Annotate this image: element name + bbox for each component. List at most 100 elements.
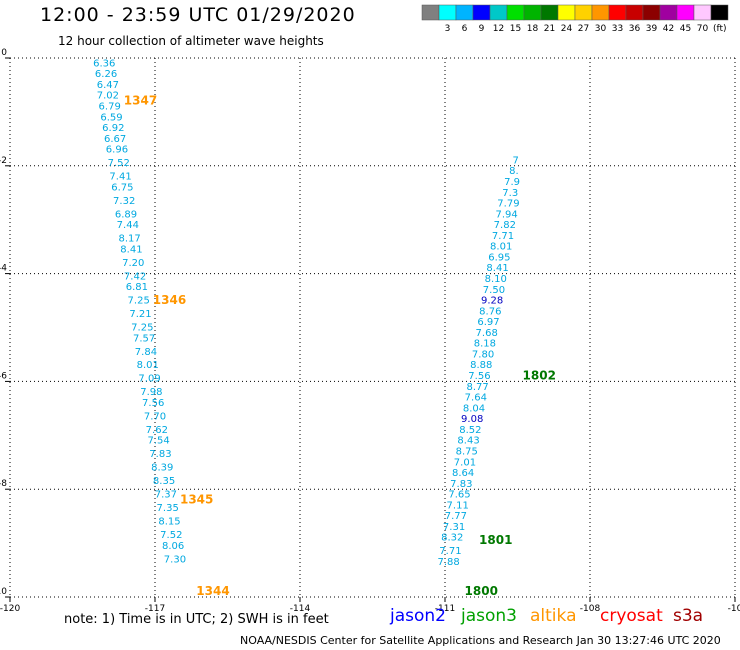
satellite-legend-cryosat: cryosat	[600, 606, 663, 626]
wave-height-point: 6.59	[100, 112, 122, 123]
colorbar-swatch	[540, 4, 559, 21]
wave-height-point: 7.54	[147, 436, 169, 447]
colorbar-swatch	[693, 4, 712, 21]
wave-height-point: 7.52	[160, 530, 182, 541]
wave-height-point: 7.25	[131, 323, 153, 334]
wave-height-point: 7.3	[502, 188, 518, 199]
colorbar-tick-label: 18	[527, 24, 539, 34]
wave-height-point: 7.35	[157, 503, 179, 514]
colorbar-swatch	[659, 4, 678, 21]
wave-height-point: 8.39	[151, 463, 173, 474]
chart-subtitle: 12 hour collection of altimeter wave hei…	[58, 34, 324, 48]
colorbar-swatch	[489, 4, 508, 21]
time-label: 1801	[479, 533, 512, 547]
wave-height-point: 8.01	[490, 242, 512, 253]
wave-height-point: 7.80	[472, 349, 494, 360]
wave-height-point: 8.10	[485, 274, 507, 285]
wave-height-point: 8.77	[466, 382, 488, 393]
wave-height-point: 8.41	[486, 263, 508, 274]
colorbar-swatch	[421, 4, 440, 21]
wave-height-point: 8.88	[470, 360, 492, 371]
y-tick-label: 0	[1, 48, 7, 58]
satellite-legend-jason2: jason2	[390, 606, 446, 626]
wave-height-point: 7.20	[122, 258, 144, 269]
colorbar-unit-label: (ft)	[713, 24, 727, 34]
wave-height-point: 7.32	[113, 196, 135, 207]
wave-height-point: 7.71	[439, 546, 461, 557]
time-label: 1802	[523, 369, 556, 383]
wave-height-point: 7.64	[465, 393, 487, 404]
colorbar-swatch	[523, 4, 542, 21]
satellite-legend-s3a: s3a	[673, 606, 704, 626]
wave-height-point: 6.89	[115, 209, 137, 220]
wave-height-point: 7.44	[117, 220, 139, 231]
y-tick-label: -2	[0, 156, 7, 166]
wave-height-point: 8.04	[463, 403, 485, 414]
wave-height-point: 8.32	[441, 533, 463, 544]
time-label: 1800	[465, 584, 498, 598]
time-label: 1344	[196, 584, 229, 598]
wave-height-point: 7.42	[124, 271, 146, 282]
colorbar-swatch	[574, 4, 593, 21]
colorbar-swatch	[455, 4, 474, 21]
wave-height-point: 7.01	[454, 457, 476, 468]
wave-height-point: 8.18	[474, 339, 496, 350]
colorbar-tick-label: 30	[595, 24, 607, 34]
wave-height-point: 9.28	[481, 296, 503, 307]
wave-height-point: 8.75	[456, 446, 478, 457]
time-label: 1346	[153, 293, 186, 307]
wave-height-point: 8.52	[459, 425, 481, 436]
wave-height-point: 6.97	[477, 317, 499, 328]
wave-height-point: 7.11	[447, 500, 469, 511]
y-tick-label: -6	[0, 371, 7, 381]
wave-height-point: 7.56	[468, 371, 490, 382]
time-label: 1345	[180, 492, 213, 506]
wave-height-point: 7.68	[476, 328, 498, 339]
colorbar-tick-label: 12	[493, 24, 504, 34]
wave-height-point: 7.02	[97, 91, 119, 102]
wave-height-point: 6.92	[102, 123, 124, 134]
colorbar-swatch	[625, 4, 644, 21]
colorbar-tick-label: 3	[445, 24, 451, 34]
wave-height-point: 8.64	[452, 468, 474, 479]
wave-height-point: 7.82	[494, 220, 516, 231]
wave-height-point: 7.71	[492, 231, 514, 242]
colorbar-tick-label: 70	[697, 24, 709, 34]
wave-height-point: 7.79	[497, 199, 519, 210]
satellite-legend-altika: altika	[530, 606, 577, 626]
wave-height-point: 7.88	[437, 557, 459, 568]
colorbar-tick-label: 6	[462, 24, 468, 34]
wave-height-point: 8.	[509, 166, 519, 177]
colorbar-swatch	[506, 4, 525, 21]
wave-height-point: 6.47	[97, 80, 119, 91]
colorbar-tick-label: 24	[561, 24, 573, 34]
wave-height-point: 8.06	[162, 541, 184, 552]
wave-height-point: 7.83	[450, 479, 472, 490]
colorbar-swatch	[676, 4, 695, 21]
wave-height-point: 7.57	[133, 333, 155, 344]
wave-height-point: 6.81	[126, 282, 148, 293]
wave-height-point: 7.21	[129, 309, 151, 320]
x-tick-label: -111	[435, 604, 455, 614]
x-tick-label: -114	[290, 604, 311, 614]
colorbar-swatch	[642, 4, 661, 21]
wave-height-point: 6.79	[99, 102, 121, 113]
wave-height-point: 8.17	[118, 234, 140, 245]
wave-height-point: 7.98	[140, 387, 162, 398]
wave-height-point: 6.75	[111, 182, 133, 193]
wave-height-point: 7.25	[128, 296, 150, 307]
colorbar-swatch	[472, 4, 491, 21]
wave-height-point: 7.41	[109, 172, 131, 183]
wave-height-point: 6.26	[95, 69, 117, 80]
x-tick-label: -108	[580, 604, 601, 614]
wave-height-point: 6.96	[106, 145, 128, 156]
chart-title: 12:00 - 23:59 UTC 01/29/2020	[40, 4, 356, 26]
wave-height-point: 7.9	[504, 177, 520, 188]
footer-credit: NOAA/NESDIS Center for Satellite Applica…	[240, 634, 721, 647]
colorbar-tick-label: 9	[479, 24, 485, 34]
colorbar-swatch	[608, 4, 627, 21]
colorbar-tick-label: 42	[663, 24, 674, 34]
wave-height-point: 7.83	[149, 449, 171, 460]
x-tick-label: -117	[145, 604, 165, 614]
wave-height-point: 7	[513, 155, 519, 166]
